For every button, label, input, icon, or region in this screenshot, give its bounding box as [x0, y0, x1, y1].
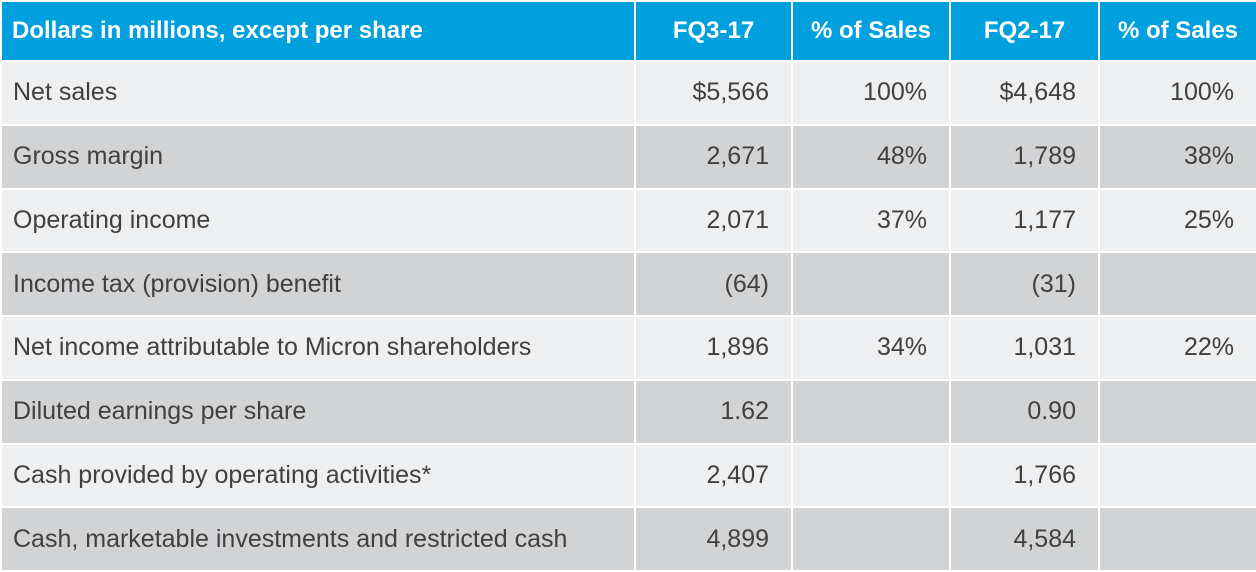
cell-fq2-pct — [1100, 253, 1256, 315]
cell-fq3-17: 2,671 — [636, 125, 791, 188]
cell-fq2-17: 1,031 — [951, 317, 1098, 379]
cell-fq3-pct: 37% — [793, 189, 949, 252]
cell-fq3-pct — [793, 444, 949, 507]
cell-fq2-pct: 100% — [1100, 62, 1256, 124]
table-row: Cash, marketable investments and restric… — [2, 508, 1256, 570]
header-fq2-17: FQ2-17 — [951, 2, 1098, 60]
cell-fq3-pct — [793, 253, 949, 315]
header-fq3-pct-of-sales: % of Sales — [793, 2, 949, 60]
cell-fq2-17: 4,584 — [951, 508, 1098, 570]
table-row: Diluted earnings per share 1.62 0.90 — [2, 380, 1256, 443]
cell-fq2-pct — [1100, 380, 1256, 443]
cell-fq3-17: 2,407 — [636, 444, 791, 507]
table-row: Gross margin 2,671 48% 1,789 38% — [2, 125, 1256, 188]
row-label: Gross margin — [2, 125, 634, 188]
cell-fq3-17: (64) — [636, 253, 791, 315]
row-label: Net income attributable to Micron shareh… — [2, 317, 634, 379]
table-header-row: Dollars in millions, except per share FQ… — [2, 2, 1256, 60]
cell-fq3-17: 2,071 — [636, 189, 791, 252]
cell-fq2-17: $4,648 — [951, 62, 1098, 124]
cell-fq3-pct: 34% — [793, 317, 949, 379]
cell-fq2-17: 1,789 — [951, 125, 1098, 188]
cell-fq2-pct — [1100, 508, 1256, 570]
cell-fq2-17: 1,177 — [951, 189, 1098, 252]
table-row: Net sales $5,566 100% $4,648 100% — [2, 62, 1256, 124]
cell-fq2-17: 0.90 — [951, 380, 1098, 443]
cell-fq2-17: (31) — [951, 253, 1098, 315]
cell-fq3-pct: 48% — [793, 125, 949, 188]
header-description: Dollars in millions, except per share — [2, 2, 634, 60]
cell-fq2-pct — [1100, 444, 1256, 507]
cell-fq3-pct — [793, 508, 949, 570]
cell-fq3-17: 1.62 — [636, 380, 791, 443]
cell-fq3-17: 1,896 — [636, 317, 791, 379]
row-label: Income tax (provision) benefit — [2, 253, 634, 315]
cell-fq3-17: $5,566 — [636, 62, 791, 124]
header-fq3-17: FQ3-17 — [636, 2, 791, 60]
cell-fq2-pct: 22% — [1100, 317, 1256, 379]
table-row: Operating income 2,071 37% 1,177 25% — [2, 189, 1256, 252]
table-row: Income tax (provision) benefit (64) (31) — [2, 253, 1256, 315]
cell-fq2-pct: 25% — [1100, 189, 1256, 252]
cell-fq2-pct: 38% — [1100, 125, 1256, 188]
table-row: Cash provided by operating activities* 2… — [2, 444, 1256, 507]
cell-fq3-pct — [793, 380, 949, 443]
row-label: Diluted earnings per share — [2, 380, 634, 443]
header-fq2-pct-of-sales: % of Sales — [1100, 2, 1256, 60]
row-label: Cash, marketable investments and restric… — [2, 508, 634, 570]
cell-fq3-17: 4,899 — [636, 508, 791, 570]
row-label: Cash provided by operating activities* — [2, 444, 634, 507]
table-row: Net income attributable to Micron shareh… — [2, 317, 1256, 379]
row-label: Operating income — [2, 189, 634, 252]
cell-fq2-17: 1,766 — [951, 444, 1098, 507]
row-label: Net sales — [2, 62, 634, 124]
cell-fq3-pct: 100% — [793, 62, 949, 124]
